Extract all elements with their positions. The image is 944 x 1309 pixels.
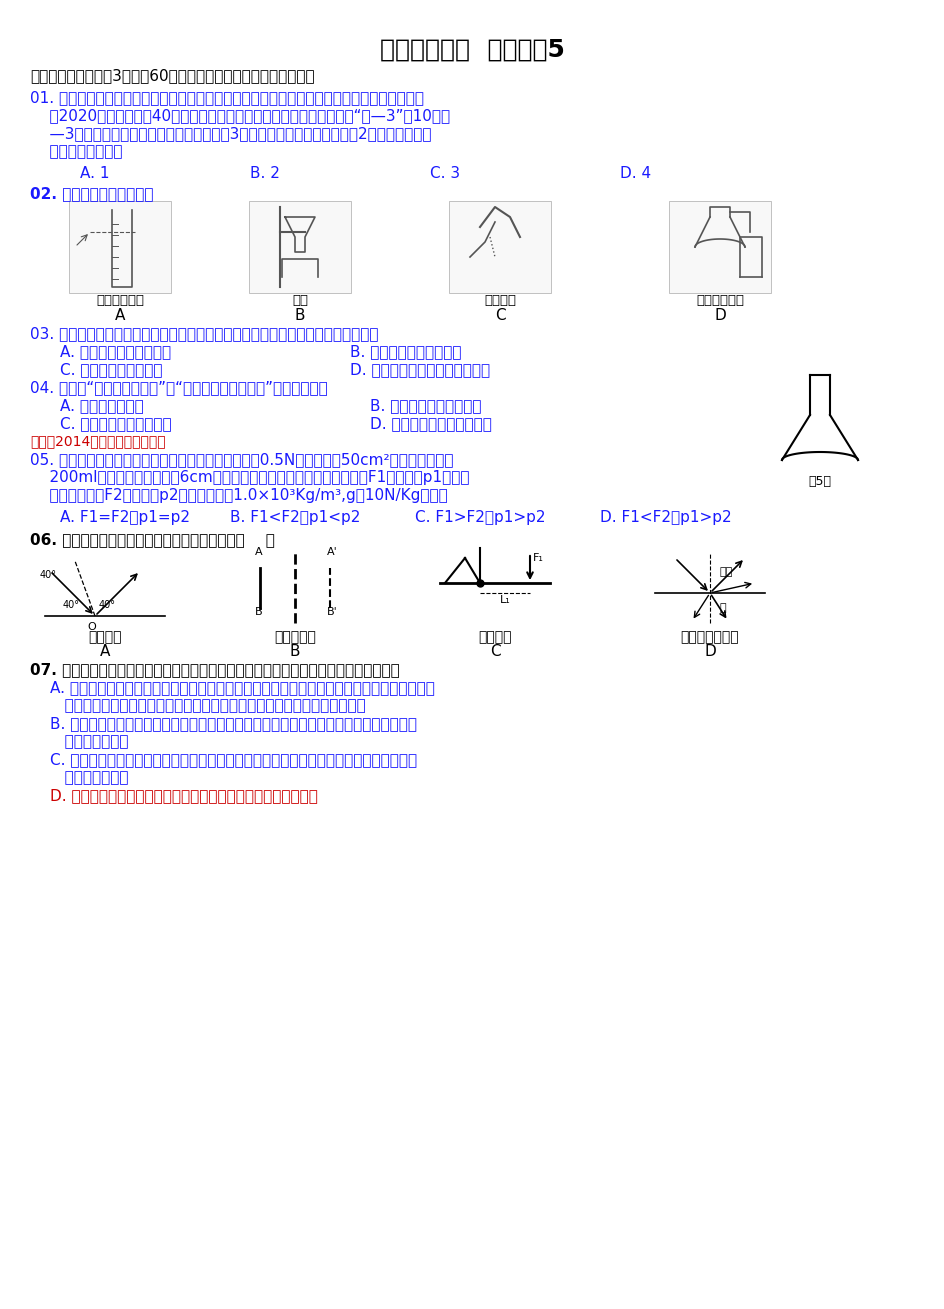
Text: 第5题: 第5题 <box>808 475 831 488</box>
Text: A. 铝锅比较耐用，是因为铝锅表面有一层致密的氧化物薄膜。铝锅可以用来盛放醋、酸梅汤等: A. 铝锅比较耐用，是因为铝锅表面有一层致密的氧化物薄膜。铝锅可以用来盛放醋、酸… <box>50 679 434 695</box>
Text: B. 生物能适应一定的环境: B. 生物能适应一定的环境 <box>370 398 481 414</box>
Text: A. 该组织细胞没有叶绿体: A. 该组织细胞没有叶绿体 <box>59 344 171 359</box>
Text: D: D <box>703 644 716 658</box>
Text: D. 4: D. 4 <box>619 166 650 181</box>
Text: C. 3: C. 3 <box>430 166 460 181</box>
Text: D. 该组织细胞没有成型的细胞核: D. 该组织细胞没有成型的细胞核 <box>349 363 490 377</box>
Text: 水: 水 <box>719 603 726 613</box>
Text: 光的反射: 光的反射 <box>88 630 122 644</box>
Text: 40°: 40° <box>63 600 80 610</box>
Text: C. 环境能影响生物的生存: C. 环境能影响生物的生存 <box>59 416 172 431</box>
Text: 05. 化学实验桌上有一锥形瓶，经测量知道空锥形瓶重0.5N，底面积为50cm²，现向其中注入: 05. 化学实验桌上有一锥形瓶，经测量知道空锥形瓶重0.5N，底面积为50cm²… <box>30 452 453 467</box>
Text: D. F1<F2，p1>p2: D. F1<F2，p1>p2 <box>599 511 731 525</box>
Text: A. F1=F2，p1=p2: A. F1=F2，p1=p2 <box>59 511 190 525</box>
Text: 子中电子的个数为: 子中电子的个数为 <box>30 144 123 158</box>
Text: 02. 下列实验操作错误的是: 02. 下列实验操作错误的是 <box>30 186 153 202</box>
Text: D. 炒锅的手柄由塑料制成，塑料是一种天然的有机高分子材料。: D. 炒锅的手柄由塑料制成，塑料是一种天然的有机高分子材料。 <box>50 788 317 802</box>
FancyBboxPatch shape <box>668 202 770 293</box>
Text: 制取二氧化碳: 制取二氧化碳 <box>696 295 743 308</box>
Text: 力和力臂: 力和力臂 <box>478 630 512 644</box>
Text: A: A <box>255 547 262 558</box>
Text: A: A <box>114 308 125 323</box>
Text: B: B <box>295 308 305 323</box>
Text: B. 用不锈钢制成的厨房日用品不易生锈，这是因为在普通钢中添加了铬、镍等合金元素改: B. 用不锈钢制成的厨房日用品不易生锈，这是因为在普通钢中添加了铬、镍等合金元素… <box>50 716 416 730</box>
Text: 40°: 40° <box>99 600 116 610</box>
Text: 到2020年中国将建成40座相当于大亚湾那样的百万千瓦级的核电站。“氦—3”，10吨氦: 到2020年中国将建成40座相当于大亚湾那样的百万千瓦级的核电站。“氦—3”，1… <box>30 109 449 123</box>
Text: 变了钢铁都结构: 变了钢铁都结构 <box>50 734 128 749</box>
Text: 光从空气射入水: 光从空气射入水 <box>680 630 738 644</box>
Text: B: B <box>255 607 262 617</box>
Text: 40°: 40° <box>40 569 57 580</box>
Text: C. 该组织细胞有线粒体: C. 该组织细胞有线粒体 <box>59 363 162 377</box>
FancyBboxPatch shape <box>448 202 550 293</box>
Text: 04. 俗话说“大树底下好乘凉”、“千里之堤，溃于蚁穴”。这都体现了: 04. 俗话说“大树底下好乘凉”、“千里之堤，溃于蚁穴”。这都体现了 <box>30 380 328 395</box>
Text: B': B' <box>327 607 337 617</box>
Text: O: O <box>87 622 95 632</box>
Text: 空气: 空气 <box>719 567 733 577</box>
FancyBboxPatch shape <box>248 202 350 293</box>
Text: 平面镜成像: 平面镜成像 <box>274 630 315 644</box>
Text: C. 用不锈钢制成的厨房日用品不易生锈，这是因为在普通钢中添加入铬、镍等合金元素改: C. 用不锈钢制成的厨房日用品不易生锈，这是因为在普通钢中添加入铬、镍等合金元素… <box>50 751 416 767</box>
Text: B. 该组织细胞没有细胞壁: B. 该组织细胞没有细胞壁 <box>349 344 461 359</box>
Text: 桌面的压力为F2，压强为p2（水的密度为1.0×10³Kg/m³,g取10N/Kg），则: 桌面的压力为F2，压强为p2（水的密度为1.0×10³Kg/m³,g取10N/K… <box>30 488 447 503</box>
Text: 03. 小玉用显微镜观察某生物组织切片，她判断该生物是动物。她的判断依据应该是: 03. 小玉用显微镜观察某生物组织切片，她判断该生物是动物。她的判断依据应该是 <box>30 326 379 342</box>
Text: 200ml水，测得水面距瓶底6cm，如图所示。设水对瓶底产生的压力为F1，压强为p1，瓶对: 200ml水，测得水面距瓶底6cm，如图所示。设水对瓶底产生的压力为F1，压强为… <box>30 470 469 486</box>
Text: C: C <box>494 308 505 323</box>
Text: 联合国曾向全世界推荐中国的大铁锅，是因为可以增加人体铁素质的摄入。: 联合国曾向全世界推荐中国的大铁锅，是因为可以增加人体铁素质的摄入。 <box>50 698 365 713</box>
Text: D. 生物与环境可以相互影响: D. 生物与环境可以相互影响 <box>370 416 492 431</box>
Text: C. F1>F2，p1>p2: C. F1>F2，p1>p2 <box>414 511 545 525</box>
Text: 过滤: 过滤 <box>292 295 308 308</box>
Text: L₁: L₁ <box>499 596 510 605</box>
Text: 一、选择题一（每题3分，共60分，每小题只有一个选项符合题意）: 一、选择题一（每题3分，共60分，每小题只有一个选项符合题意） <box>30 68 314 82</box>
Text: B. F1<F2，p1<p2: B. F1<F2，p1<p2 <box>229 511 360 525</box>
Text: A: A <box>100 644 110 658</box>
Text: 07. 家庭厨房中的用品都是由各种材料制成的，你认为下列哪种做法（或说法）是合理的: 07. 家庭厨房中的用品都是由各种材料制成的，你认为下列哪种做法（或说法）是合理… <box>30 662 399 677</box>
Text: A. 1: A. 1 <box>80 166 110 181</box>
Text: 倾倒液体: 倾倒液体 <box>483 295 515 308</box>
Text: F₁: F₁ <box>532 552 544 563</box>
Text: C: C <box>489 644 499 658</box>
Text: 01. 中国正在加大能源结构调整力度，积极发展核电、风电、水电等清洁优质能源已刻不容缓。: 01. 中国正在加大能源结构调整力度，积极发展核电、风电、水电等清洁优质能源已刻… <box>30 90 424 105</box>
Text: 新版中考模拟  科学试卷5: 新版中考模拟 科学试卷5 <box>379 38 564 62</box>
Text: —3就能满足我国一年所有的能源需求。（3是相对原子质量）氦原子核有2个质子，则该原: —3就能满足我国一年所有的能源需求。（3是相对原子质量）氦原子核有2个质子，则该… <box>30 126 431 141</box>
Text: A': A' <box>327 547 337 558</box>
Text: 来源：2014年各地生物中考汇编: 来源：2014年各地生物中考汇编 <box>30 435 165 448</box>
Text: 06. 下图是我们学过的物理知识，其中正确的是（    ）: 06. 下图是我们学过的物理知识，其中正确的是（ ） <box>30 531 275 547</box>
Text: A. 生物能影响环境: A. 生物能影响环境 <box>59 398 143 414</box>
Text: 变了钢铁都结构: 变了钢铁都结构 <box>50 770 128 785</box>
Text: B: B <box>290 644 300 658</box>
FancyBboxPatch shape <box>69 202 171 293</box>
Text: D: D <box>714 308 725 323</box>
Text: 读取液体体积: 读取液体体积 <box>96 295 143 308</box>
Text: B. 2: B. 2 <box>250 166 279 181</box>
